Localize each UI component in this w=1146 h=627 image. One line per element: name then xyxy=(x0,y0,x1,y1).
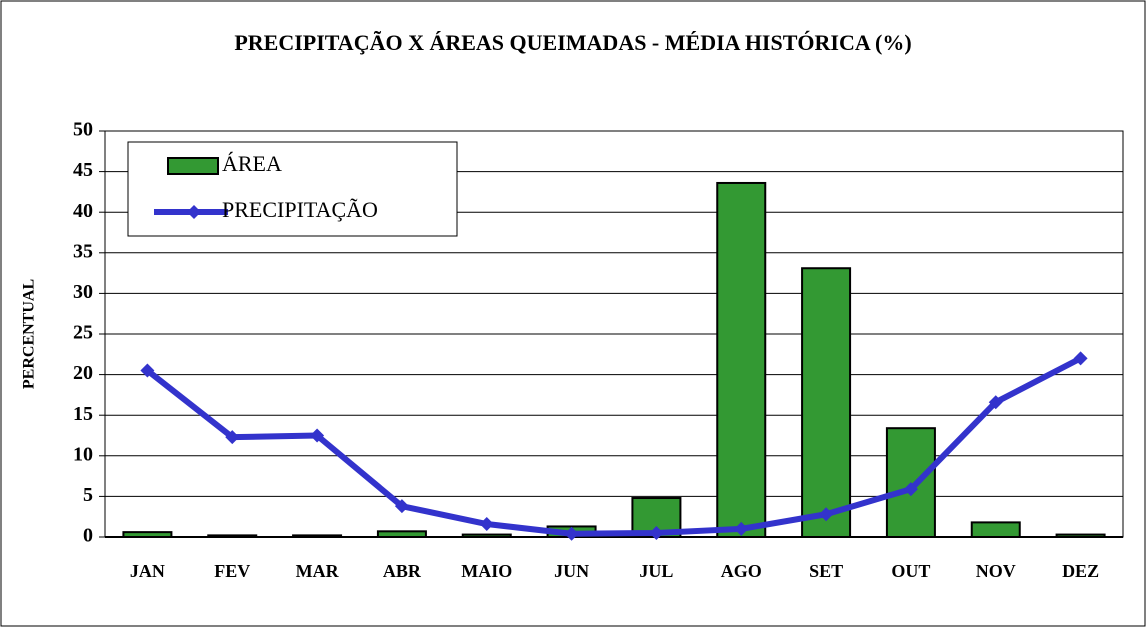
marker xyxy=(479,517,494,532)
bar xyxy=(970,521,1021,538)
marker xyxy=(564,526,579,541)
legend-label: ÁREA xyxy=(222,151,282,176)
y-tick-label: 10 xyxy=(73,443,93,465)
y-tick-label: 15 xyxy=(73,403,93,425)
bar xyxy=(716,181,767,539)
y-tick-label: 40 xyxy=(73,200,93,222)
bar xyxy=(376,530,427,538)
legend-swatch xyxy=(167,157,219,175)
y-tick-label: 0 xyxy=(83,525,93,547)
marker xyxy=(310,428,325,443)
y-tick-label: 5 xyxy=(83,484,93,506)
marker xyxy=(394,499,409,514)
marker xyxy=(140,363,155,378)
y-tick-label: 30 xyxy=(73,281,93,303)
marker xyxy=(649,525,664,540)
x-tick-label: AGO xyxy=(721,561,762,581)
x-tick-label: JAN xyxy=(130,561,165,581)
x-tick-label: JUL xyxy=(639,561,673,581)
y-tick-label: 20 xyxy=(73,362,93,384)
marker xyxy=(1073,351,1088,366)
x-tick-label: JUN xyxy=(554,561,589,581)
bar xyxy=(207,534,258,538)
y-axis-label: PERCENTUAL xyxy=(21,279,38,389)
x-tick-label: ABR xyxy=(383,561,422,581)
bar xyxy=(292,534,343,538)
y-tick-label: 25 xyxy=(73,322,93,344)
bar xyxy=(1055,533,1106,539)
x-tick-label: DEZ xyxy=(1062,561,1099,581)
y-tick-label: 35 xyxy=(73,240,93,262)
marker xyxy=(988,395,1003,410)
chart-title: PRECIPITAÇÃO X ÁREAS QUEIMADAS - MÉDIA H… xyxy=(234,30,911,55)
y-tick-label: 50 xyxy=(73,119,93,141)
x-tick-label: MAR xyxy=(296,561,340,581)
line xyxy=(145,355,1082,537)
marker xyxy=(903,482,918,497)
bar xyxy=(801,267,852,538)
marker xyxy=(734,521,749,536)
x-tick-label: NOV xyxy=(976,561,1016,581)
x-tick-label: OUT xyxy=(891,561,930,581)
bar xyxy=(122,531,173,538)
bar xyxy=(461,533,512,539)
x-tick-label: FEV xyxy=(214,561,250,581)
marker xyxy=(225,430,240,445)
y-tick-label: 45 xyxy=(73,159,93,181)
marker xyxy=(819,507,834,522)
legend-label: PRECIPITAÇÃO xyxy=(222,197,378,222)
x-tick-label: SET xyxy=(809,561,843,581)
x-tick-label: MAIO xyxy=(461,561,512,581)
legend-marker xyxy=(187,205,201,219)
